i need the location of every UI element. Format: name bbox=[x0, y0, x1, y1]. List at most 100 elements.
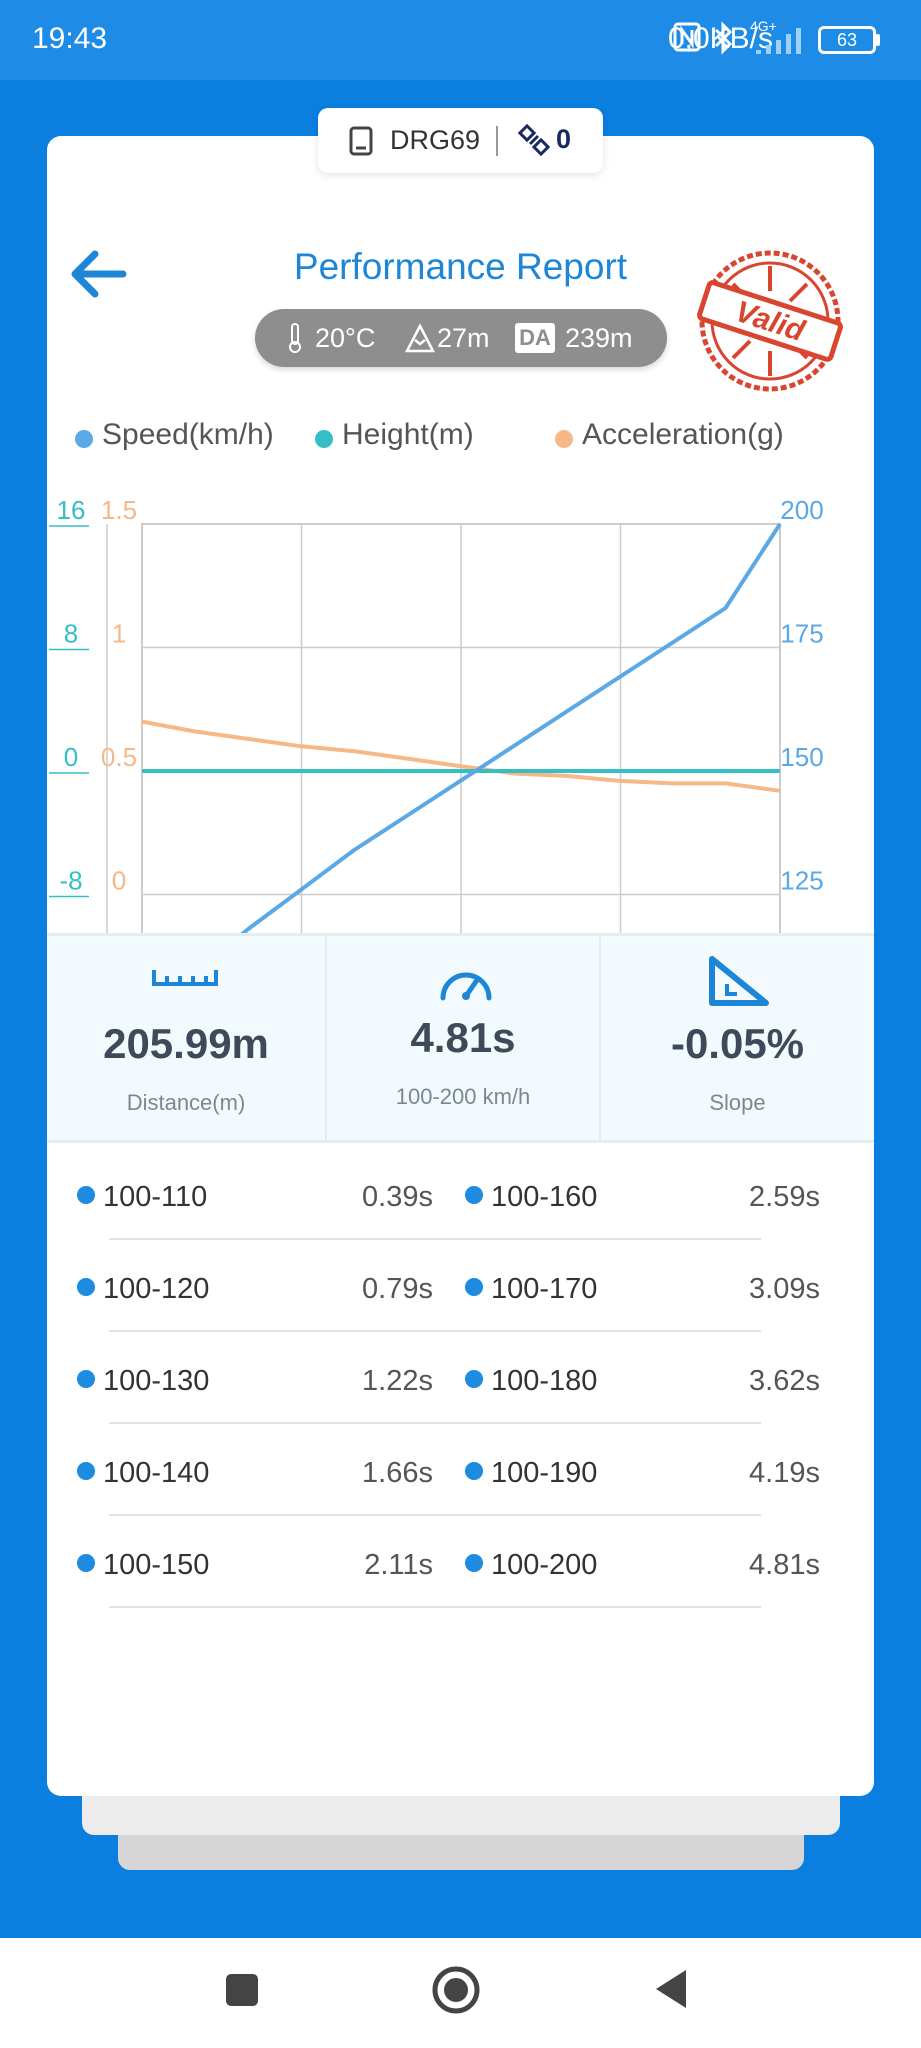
split-range: 100-160 bbox=[491, 1181, 598, 1213]
density-altitude: 239m bbox=[565, 323, 633, 353]
battery-icon: 63 bbox=[818, 26, 876, 54]
device-pill-divider bbox=[496, 126, 498, 156]
left-inner-tick-label: 0.5 bbox=[101, 742, 137, 772]
legend-height: Height(m) bbox=[342, 418, 474, 451]
legend-dot-speed bbox=[75, 430, 93, 448]
status-bar: 19:43 0,0KB/s 4G+ 63 bbox=[0, 0, 921, 80]
temperature: 20°C bbox=[315, 323, 376, 353]
battery-tip bbox=[876, 34, 880, 46]
split-row: 100-110 0.39s 100-160 2.59s bbox=[47, 1148, 874, 1240]
split-time: 0.79s bbox=[362, 1273, 433, 1305]
right-tick-label: 150 bbox=[780, 742, 823, 772]
chart-legend: Speed(km/h) Height(m) Acceleration(g) bbox=[47, 418, 874, 458]
split-dot bbox=[465, 1186, 483, 1204]
distance-label: Distance(m) bbox=[126, 1090, 246, 1115]
device-pill[interactable]: DRG69 0 bbox=[318, 108, 603, 173]
right-tick-label: 200 bbox=[780, 495, 823, 525]
legend-acceleration: Acceleration(g) bbox=[582, 418, 784, 451]
stat-distance: 205.99m Distance(m) bbox=[47, 936, 325, 1140]
split-dot bbox=[77, 1370, 95, 1388]
split-range: 100-130 bbox=[103, 1365, 210, 1397]
split-range: 100-180 bbox=[491, 1365, 598, 1397]
split-time: 4.19s bbox=[749, 1457, 820, 1489]
satellite-icon bbox=[518, 124, 550, 156]
split-divider bbox=[109, 1422, 761, 1424]
time-value: 4.81s bbox=[410, 1014, 516, 1061]
square-icon bbox=[226, 1974, 258, 2006]
split-time: 0.39s bbox=[362, 1181, 433, 1213]
left-outer-tick-label: 8 bbox=[64, 619, 78, 649]
split-range: 100-110 bbox=[103, 1181, 208, 1213]
split-range: 100-190 bbox=[491, 1457, 598, 1489]
left-inner-tick-label: 1.5 bbox=[101, 495, 137, 525]
signal-icon bbox=[756, 28, 801, 54]
split-time: 3.62s bbox=[749, 1365, 820, 1397]
left-outer-tick-label: 0 bbox=[64, 742, 78, 772]
device-icon bbox=[349, 126, 373, 156]
system-nav-bar bbox=[0, 1938, 921, 2048]
split-range: 100-170 bbox=[491, 1273, 598, 1305]
speedometer-icon bbox=[440, 972, 492, 1001]
split-range: 100-140 bbox=[103, 1457, 210, 1489]
page-title: Performance Report bbox=[293, 246, 628, 287]
back-button[interactable] bbox=[65, 244, 135, 304]
split-dot bbox=[465, 1370, 483, 1388]
right-tick-label: 125 bbox=[780, 866, 823, 896]
triangle-back-icon bbox=[656, 1970, 686, 2008]
arrow-left-icon bbox=[71, 250, 127, 298]
split-divider bbox=[109, 1238, 761, 1240]
legend-speed: Speed(km/h) bbox=[102, 418, 274, 451]
report-card: Performance Report 20°C 27m DA 239m Vali… bbox=[47, 136, 874, 1796]
split-time: 1.22s bbox=[362, 1365, 433, 1397]
series-line-speed-km-h bbox=[140, 522, 782, 1020]
split-time: 2.59s bbox=[749, 1181, 820, 1213]
status-time: 19:43 bbox=[32, 22, 108, 55]
right-tick-label: 175 bbox=[780, 619, 823, 649]
split-row: 100-130 1.22s 100-180 3.62s bbox=[47, 1332, 874, 1424]
stat-divider bbox=[325, 936, 327, 1140]
split-time: 4.81s bbox=[749, 1549, 820, 1581]
split-time: 1.66s bbox=[362, 1457, 433, 1489]
mountain-icon bbox=[405, 323, 435, 353]
slope-label: Slope bbox=[709, 1090, 766, 1115]
split-dot bbox=[77, 1278, 95, 1296]
thermometer-icon bbox=[289, 323, 301, 353]
split-divider bbox=[109, 1330, 761, 1332]
stat-divider bbox=[599, 936, 601, 1140]
bluetooth-icon bbox=[714, 21, 733, 55]
time-label: 100-200 km/h bbox=[395, 1084, 531, 1109]
ruler-icon bbox=[152, 970, 218, 986]
left-inner-tick-label: 0 bbox=[112, 866, 126, 896]
recents-button[interactable] bbox=[222, 1970, 262, 2010]
split-range: 100-150 bbox=[103, 1549, 210, 1581]
density-altitude-badge: DA bbox=[515, 323, 555, 353]
device-name: DRG69 bbox=[390, 125, 481, 155]
circle-icon bbox=[432, 1966, 480, 2014]
split-dot bbox=[465, 1554, 483, 1572]
split-divider bbox=[109, 1606, 761, 1608]
nav-back-button[interactable] bbox=[650, 1966, 694, 2012]
split-divider bbox=[109, 1514, 761, 1516]
valid-stamp-icon: Valid bbox=[697, 250, 843, 392]
split-time: 2.11s bbox=[364, 1549, 433, 1581]
split-row: 100-140 1.66s 100-190 4.19s bbox=[47, 1424, 874, 1516]
split-dot bbox=[77, 1186, 95, 1204]
split-dot bbox=[77, 1462, 95, 1480]
home-button[interactable] bbox=[430, 1964, 482, 2016]
split-dot bbox=[465, 1278, 483, 1296]
slope-value: -0.05% bbox=[670, 1020, 805, 1067]
nfc-icon bbox=[673, 22, 701, 52]
left-outer-tick-label: -8 bbox=[59, 866, 82, 896]
left-outer-tick-label: 16 bbox=[57, 495, 86, 525]
altitude: 27m bbox=[437, 323, 490, 353]
split-dot bbox=[77, 1554, 95, 1572]
signal-type: 4G+ bbox=[750, 18, 777, 34]
stat-slope: -0.05% Slope bbox=[601, 936, 874, 1140]
series-line-acceleration-g bbox=[141, 719, 781, 793]
legend-dot-acceleration bbox=[555, 430, 573, 448]
split-row: 100-120 0.79s 100-170 3.09s bbox=[47, 1240, 874, 1332]
left-inner-tick-label: 1 bbox=[112, 619, 126, 649]
split-time: 3.09s bbox=[749, 1273, 820, 1305]
legend-dot-height bbox=[315, 430, 333, 448]
distance-value: 205.99m bbox=[103, 1020, 269, 1067]
